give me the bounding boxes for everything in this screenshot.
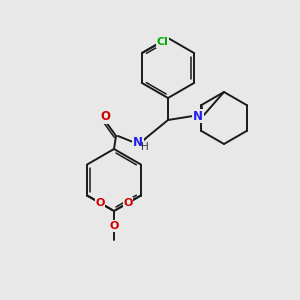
Text: O: O	[95, 198, 105, 208]
Text: O: O	[100, 110, 110, 124]
Text: O: O	[109, 221, 119, 231]
Text: N: N	[193, 110, 203, 122]
Text: O: O	[123, 198, 133, 208]
Text: Cl: Cl	[156, 37, 168, 47]
Text: N: N	[133, 136, 143, 148]
Text: H: H	[141, 142, 149, 152]
